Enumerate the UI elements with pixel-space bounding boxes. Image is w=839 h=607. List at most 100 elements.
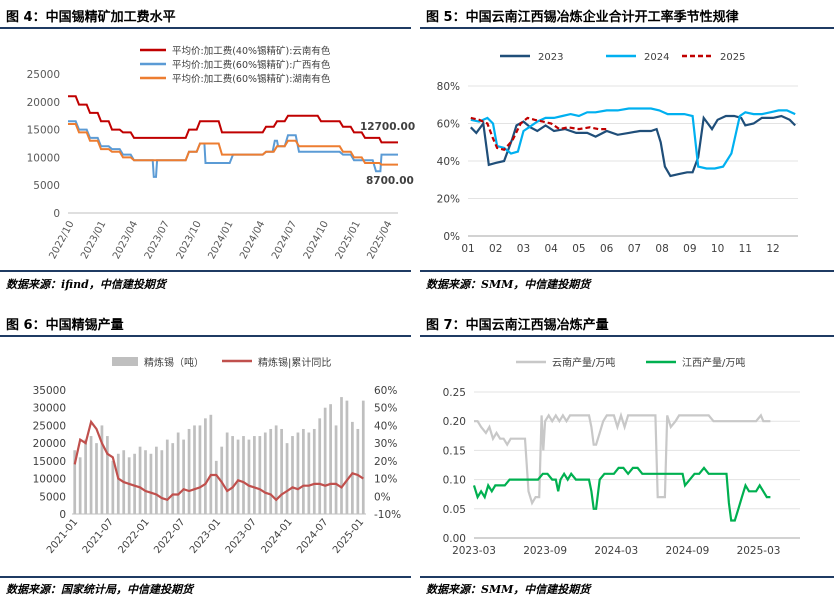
- source-note: 数据来源：SMM，中信建投期货: [426, 278, 591, 291]
- y-tick-label: 20%: [437, 194, 460, 206]
- y-tick-label-left: 25000: [33, 420, 66, 432]
- bar: [149, 453, 153, 514]
- source-divider: [420, 270, 834, 272]
- bar: [285, 443, 289, 514]
- bar: [193, 425, 196, 514]
- legend-label: 平均价:加工费(60%锡精矿):湖南有色: [172, 73, 331, 85]
- bar: [307, 432, 311, 514]
- x-tick-label: 2024-01: [260, 517, 295, 556]
- y-tick-label: 80%: [437, 81, 460, 93]
- bar: [242, 436, 245, 514]
- x-tick-label: 2021-07: [81, 517, 116, 556]
- series-line: [474, 411, 771, 506]
- bar: [100, 425, 104, 514]
- legend-label: 2025: [720, 52, 745, 63]
- y-tick-label-right: 20%: [374, 456, 397, 468]
- y-tick-label: 0.00: [443, 533, 466, 545]
- bar: [198, 425, 202, 514]
- bar: [133, 453, 136, 514]
- y-tick-label: 5000: [33, 180, 60, 192]
- bar: [214, 460, 218, 514]
- y-tick-label-left: 15000: [33, 456, 66, 468]
- bar: [160, 450, 164, 514]
- series-line: [68, 95, 398, 144]
- y-tick-label: 25000: [27, 69, 60, 81]
- x-tick-label: 02: [489, 243, 502, 255]
- x-tick-label: 2025-01: [331, 517, 366, 556]
- y-tick-label: 0: [53, 208, 60, 220]
- x-tick-label: 2024-03: [594, 545, 638, 557]
- y-tick-label-right: 40%: [374, 420, 397, 432]
- source-note: 数据来源：ifind，中信建投期货: [6, 278, 166, 291]
- y-tick-label: 0.20: [443, 416, 466, 428]
- bar: [247, 439, 251, 514]
- bar: [296, 432, 300, 514]
- title-divider: [0, 335, 411, 337]
- x-tick-label: 11: [739, 243, 752, 255]
- y-tick-label-right: 0%: [374, 491, 391, 503]
- legend-label: 云南产量/万吨: [552, 356, 615, 369]
- bar: [263, 432, 267, 514]
- bar: [155, 446, 158, 514]
- source-note: 数据来源：国家统计局，中信建投期货: [6, 583, 193, 596]
- y-tick-label-left: 30000: [33, 403, 66, 415]
- x-tick-label: 2023/07: [143, 219, 172, 261]
- title-divider: [0, 27, 411, 29]
- series-line: [472, 466, 771, 522]
- bar: [138, 446, 142, 514]
- bar: [302, 428, 305, 514]
- bar: [111, 460, 115, 514]
- y-tick-label: 40%: [437, 156, 460, 168]
- x-tick-label: 2022/10: [47, 219, 76, 261]
- y-tick-label-left: 35000: [33, 385, 66, 397]
- y-tick-label-right: 60%: [374, 385, 397, 397]
- y-tick-label-left: 0: [59, 509, 66, 521]
- legend-label: 江西产量/万吨: [682, 356, 745, 369]
- x-tick-label: 10: [711, 243, 724, 255]
- x-tick-label: 2022-07: [152, 517, 187, 556]
- panel-smelter-output: 图 7：中国云南江西锡冶炼产量 0.00 0.05 0.10 0.15 0.20 0.25…: [420, 308, 839, 607]
- x-tick-label: 2023/01: [79, 219, 108, 261]
- panel-tc-levels: 图 4：中国锡精矿加工费水平 0 5000 10000 15000 20000 25000…: [0, 0, 419, 300]
- x-tick-label: 07: [628, 243, 641, 255]
- panel-title: 图 6：中国精锡产量: [6, 318, 124, 333]
- bar: [356, 428, 360, 514]
- data-label: 12700.00: [360, 121, 415, 133]
- x-tick-label: 04: [545, 243, 559, 255]
- x-tick-label: 2024/07: [270, 219, 299, 261]
- y-tick-label-right: -10%: [374, 509, 401, 521]
- source-note: 数据来源：SMM，中信建投期货: [426, 583, 591, 596]
- bar: [144, 450, 147, 514]
- bar: [187, 428, 191, 514]
- x-tick-label: 2023/04: [111, 219, 140, 261]
- x-tick-label: 2021-01: [45, 517, 80, 556]
- x-tick-label: 2024/10: [302, 219, 331, 261]
- legend-label: 平均价:加工费(40%锡精矿):云南有色: [172, 45, 331, 57]
- y-tick-label: 0%: [443, 231, 460, 243]
- bar: [231, 436, 234, 514]
- panel-refined-output: 图 6：中国精锡产量 0 5000 10000 15000 20000 25000 3000…: [0, 308, 419, 607]
- x-tick-label: 2025/04: [365, 219, 394, 261]
- y-tick-label: 15000: [27, 125, 60, 137]
- panel-utilization: 图 5：中国云南江西锡冶炼企业合计开工率季节性规律 0% 20% 40% 60% 80%…: [420, 0, 839, 300]
- bar: [127, 457, 131, 514]
- source-divider: [420, 576, 834, 578]
- series-line: [68, 120, 398, 178]
- bar: [78, 457, 82, 514]
- y-tick-label: 0.25: [443, 387, 466, 399]
- legend-label: 精炼锡|累计同比: [258, 356, 331, 369]
- x-tick-label: 12: [766, 243, 779, 255]
- x-tick-label: 05: [572, 243, 585, 255]
- bar: [253, 436, 256, 514]
- x-tick-label: 2023-03: [452, 545, 496, 557]
- bar: [318, 418, 322, 514]
- x-tick-label: 2024-09: [665, 545, 709, 557]
- bar: [274, 425, 278, 514]
- x-tick-label: 2023-09: [523, 545, 567, 557]
- bar: [351, 421, 354, 514]
- bar: [280, 428, 283, 514]
- bar: [89, 436, 93, 514]
- bar: [258, 436, 262, 514]
- legend-label: 平均价:加工费(60%锡精矿):广西有色: [172, 59, 331, 71]
